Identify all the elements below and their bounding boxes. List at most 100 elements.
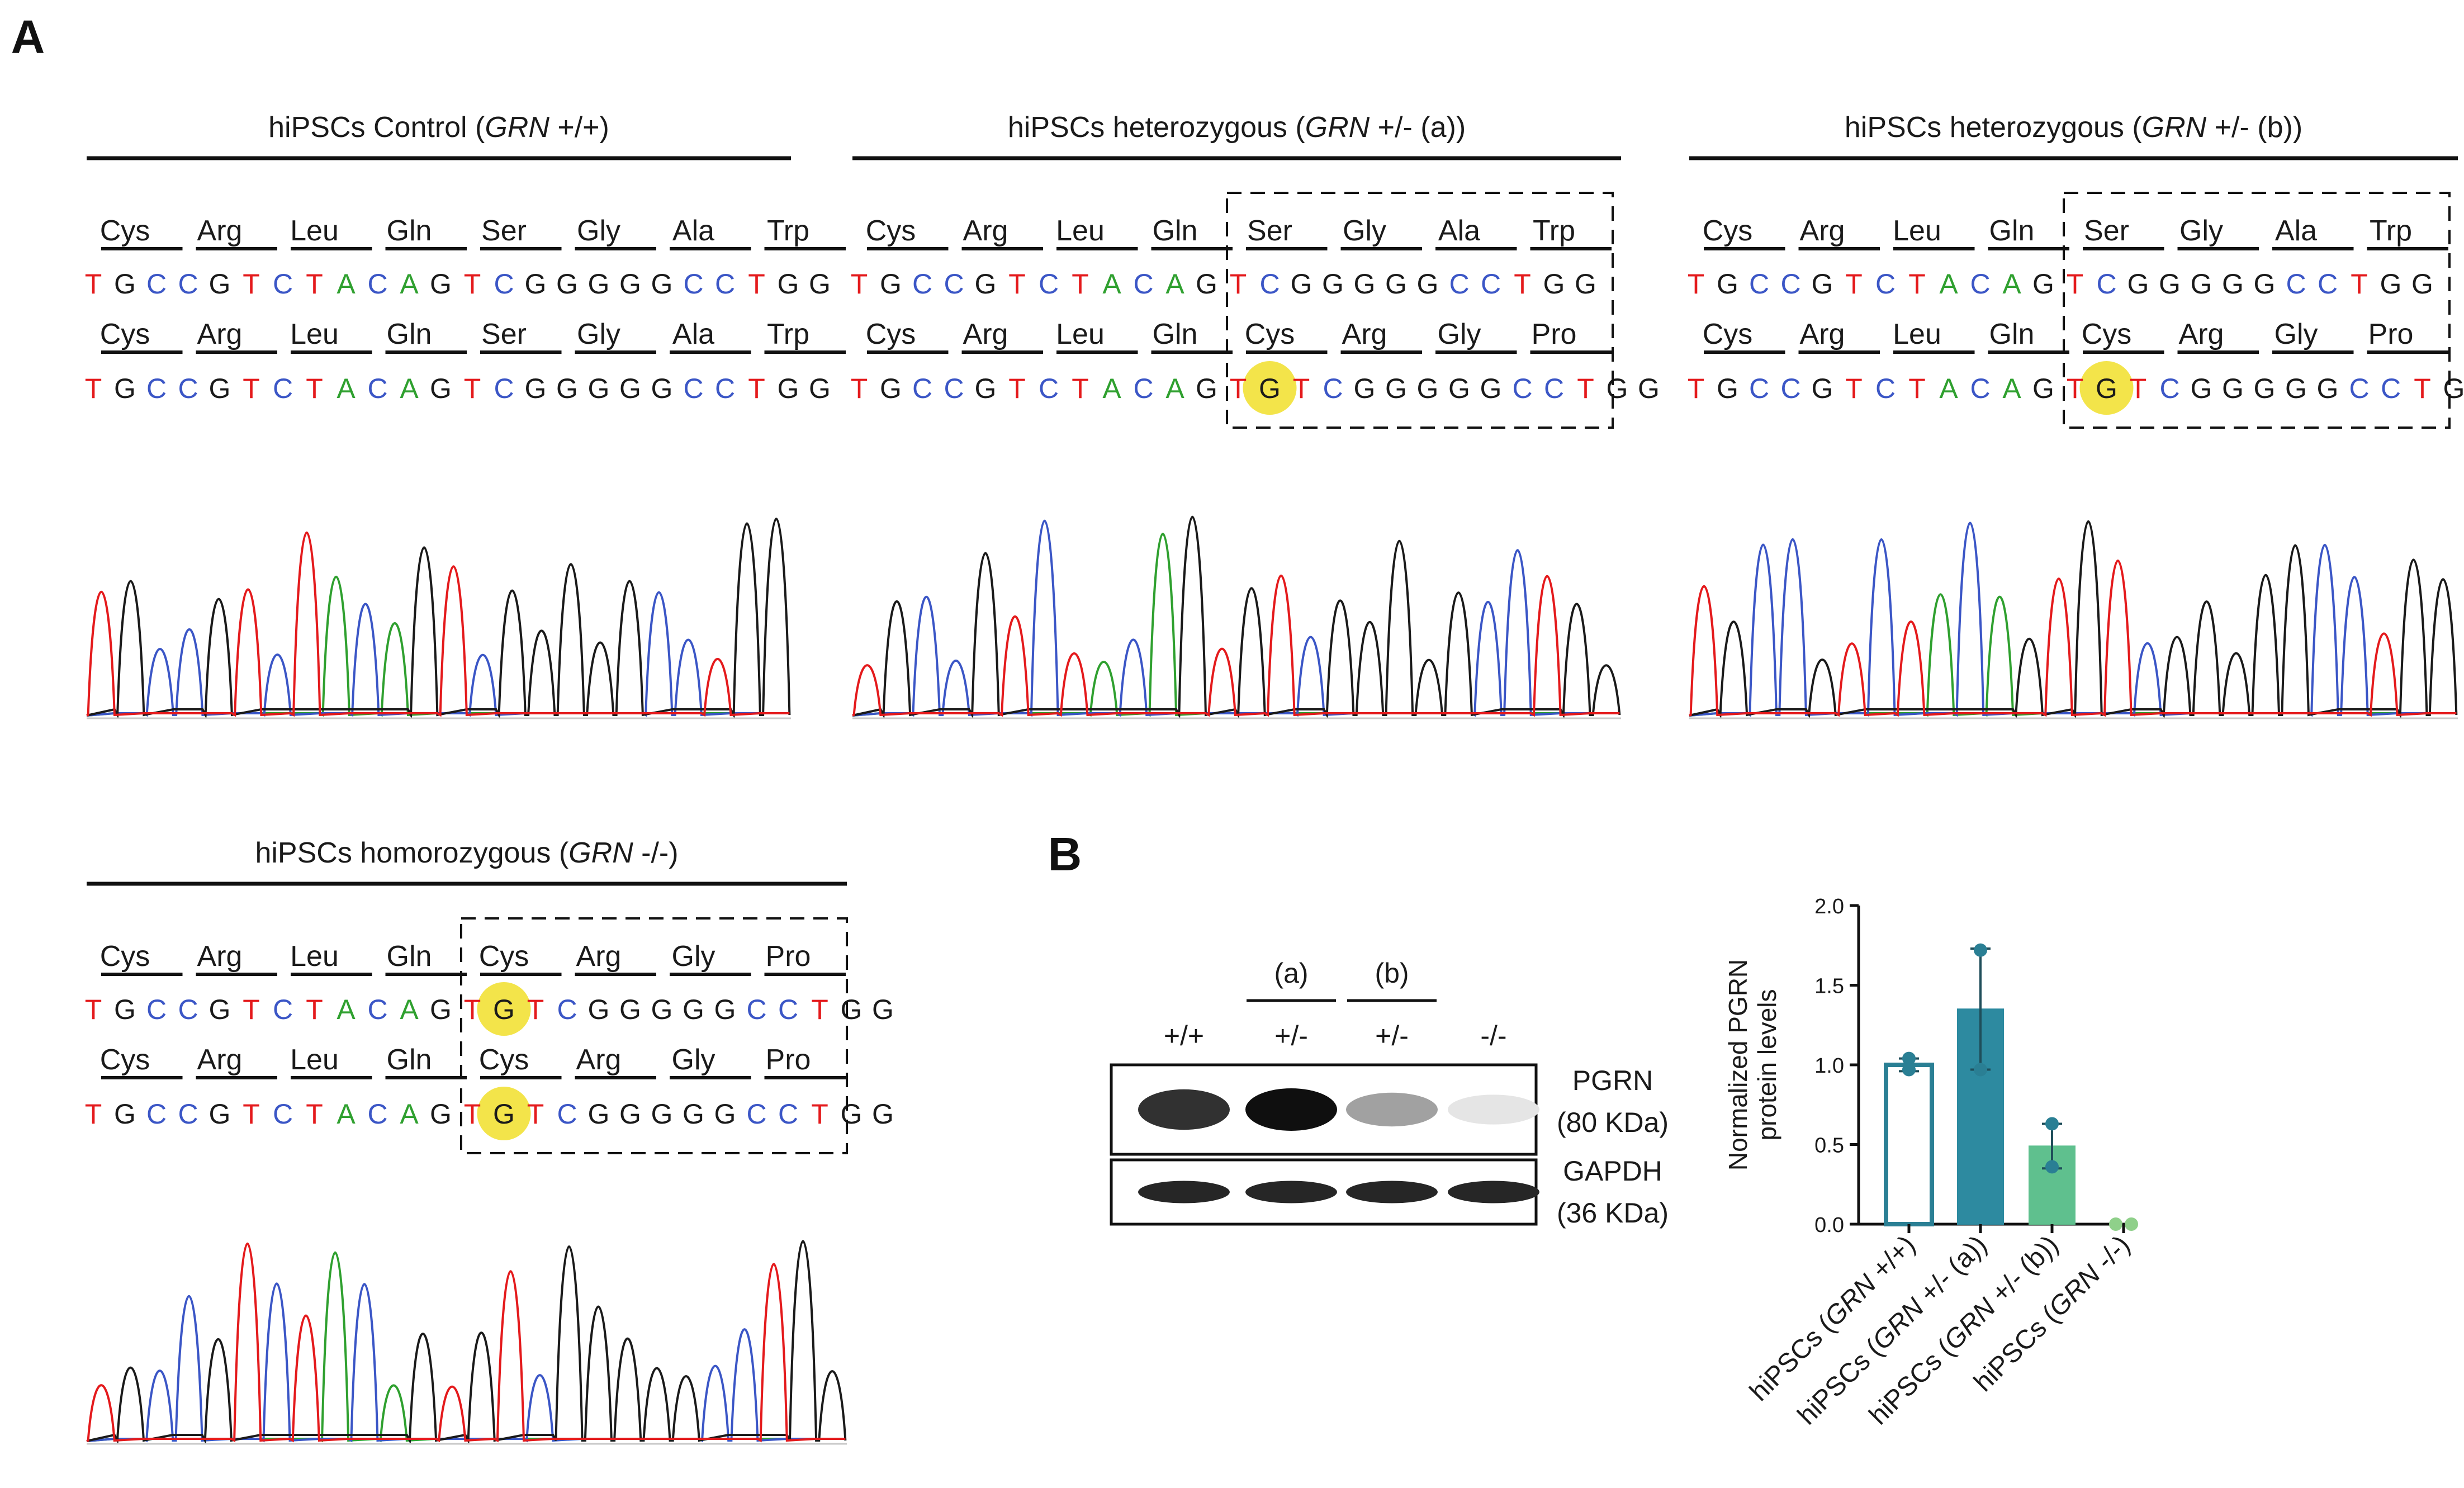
trace-T	[852, 575, 1620, 717]
mutation-box	[460, 917, 848, 1154]
base-letter: C	[944, 268, 964, 300]
data-point	[2045, 1117, 2059, 1131]
base-letter: G	[872, 1098, 894, 1130]
base-letter: C	[273, 268, 293, 300]
base-letter: T	[85, 994, 102, 1025]
base-letter: G	[841, 994, 863, 1025]
base-letter: T	[464, 268, 481, 300]
base-letter: T	[2067, 268, 2084, 300]
amino-acid-label: Ala	[1438, 215, 1480, 247]
base-letter: G	[1354, 268, 1376, 300]
lane-label: +/-	[1274, 1020, 1308, 1051]
amino-acid-label: Leu	[1893, 318, 1941, 350]
panel-title: hiPSCs Control (GRN +/+)	[268, 111, 609, 144]
amino-acid-label: Cys	[100, 318, 150, 350]
blot-band	[1138, 1181, 1230, 1203]
base-letter: A	[1939, 373, 1958, 404]
amino-acid-label: Ser	[1247, 215, 1292, 247]
bar	[1884, 1063, 1934, 1226]
base-letter: C	[1749, 268, 1769, 300]
base-letter: C	[2349, 373, 2369, 404]
base-letter: T	[527, 994, 544, 1025]
amino-acid-label: Ala	[672, 215, 714, 247]
base-letter: T	[243, 268, 260, 300]
base-letter: C	[557, 994, 577, 1025]
base-letter: T	[1845, 373, 1863, 404]
base-letter: G	[778, 373, 799, 404]
base-letter: A	[400, 994, 419, 1025]
mutation-box	[1226, 192, 1614, 429]
base-letter: T	[243, 994, 260, 1025]
gapdh-size: (36 KDa)	[1557, 1197, 1669, 1229]
panel-title: hiPSCs heterozygous (GRN +/- (b))	[1845, 111, 2302, 144]
trace-T	[86, 531, 790, 717]
trace-C	[86, 591, 790, 717]
base-letter: C	[778, 1098, 798, 1130]
base-letter: G	[1322, 268, 1344, 300]
base-letter: A	[2002, 373, 2021, 404]
base-letter: A	[2002, 268, 2021, 300]
base-letter: T	[851, 373, 868, 404]
base-letter: A	[337, 1098, 356, 1130]
base-letter: G	[1385, 268, 1407, 300]
base-letter: T	[1293, 373, 1310, 404]
blot-band	[1346, 1092, 1438, 1127]
base-letter: G	[588, 373, 610, 404]
amino-acid-label: Cys	[1703, 318, 1753, 350]
seq-panel-het_b: hiPSCs heterozygous (GRN +/- (b)) Cys Arg L…	[1688, 111, 2464, 719]
amino-acid-label: Leu	[1056, 318, 1105, 350]
amino-acid-label: Cys	[866, 318, 916, 350]
base-letter: T	[85, 1098, 102, 1130]
base-letter: C	[1780, 373, 1800, 404]
base-letter: C	[715, 373, 735, 404]
base-letter: C	[178, 373, 198, 404]
base-letter: C	[1039, 268, 1059, 300]
base-letter: C	[494, 373, 514, 404]
base-letter: T	[2351, 268, 2368, 300]
base-letter: G	[1638, 373, 1660, 404]
data-point	[2045, 1160, 2059, 1174]
mutation-highlight	[477, 982, 531, 1036]
base-letter: G	[714, 994, 736, 1025]
base-letter: T	[1845, 268, 1863, 300]
base-letter: G	[430, 268, 452, 300]
amino-acid-label: Arg	[197, 318, 243, 350]
data-point	[1902, 1063, 1916, 1077]
blot-band	[1245, 1181, 1337, 1203]
data-point	[1974, 943, 1987, 957]
trace-C	[1689, 522, 2457, 717]
amino-acid-label: Gly	[1343, 215, 1386, 247]
base-letter: C	[146, 994, 167, 1025]
amino-acid-label: Arg	[197, 940, 243, 973]
base-letter: G	[114, 373, 136, 404]
amino-acid-label: Gly	[577, 318, 620, 350]
amino-acid-label: Arg	[1800, 318, 1845, 350]
mutation-highlight	[477, 1087, 531, 1140]
base-letter: G	[1717, 373, 1738, 404]
blot-band	[1448, 1094, 1539, 1125]
base-letter: G	[2096, 373, 2117, 404]
base-letter: A	[400, 268, 419, 300]
base-letter: C	[2286, 268, 2306, 300]
base-letter: G	[588, 994, 610, 1025]
base-letter: G	[209, 994, 231, 1025]
base-letter: C	[944, 373, 964, 404]
amino-acid-label: Cys	[2082, 318, 2132, 350]
base-letter: C	[1039, 373, 1059, 404]
base-letter: C	[746, 994, 766, 1025]
base-letter: G	[525, 373, 547, 404]
base-letter: T	[1008, 268, 1026, 300]
base-letter: G	[2222, 373, 2244, 404]
base-letter: C	[367, 373, 387, 404]
base-letter: G	[619, 994, 641, 1025]
base-letter: G	[651, 268, 673, 300]
base-letter: T	[2067, 373, 2084, 404]
amino-acid-label: Cys	[100, 1044, 150, 1076]
amino-acid-label: Ser	[481, 215, 527, 247]
base-letter: G	[2191, 373, 2212, 404]
mutation-highlight	[1243, 361, 1297, 415]
base-letter: T	[306, 994, 323, 1025]
base-letter: G	[619, 373, 641, 404]
base-letter: A	[337, 373, 356, 404]
base-letter: G	[114, 1098, 136, 1130]
